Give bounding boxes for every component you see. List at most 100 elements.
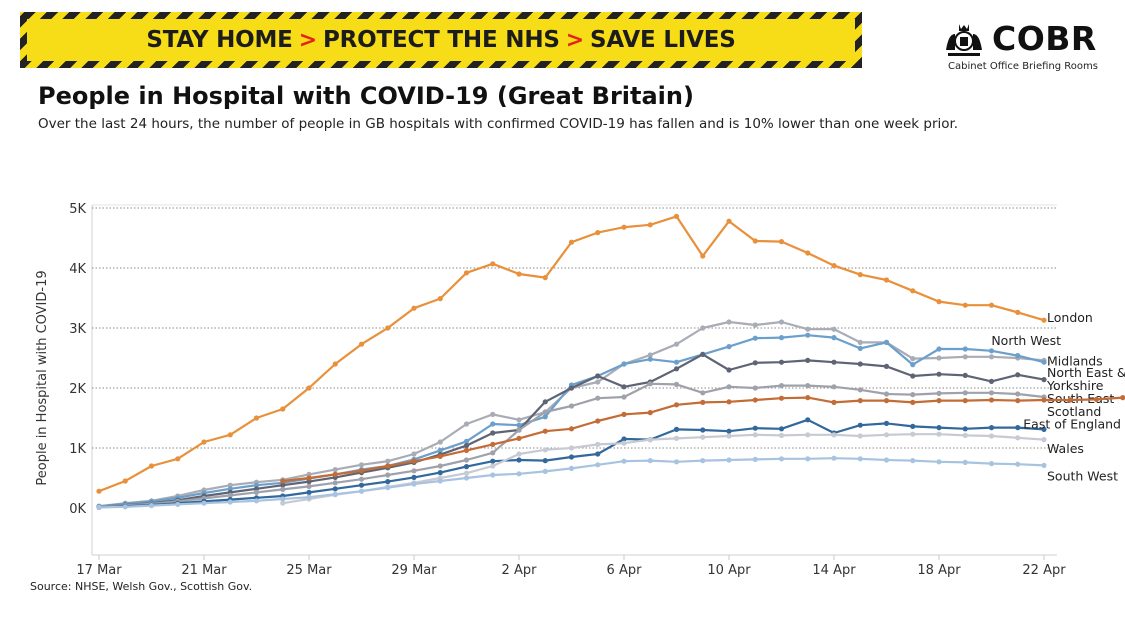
data-point-north-east-yorkshire (962, 372, 968, 378)
data-point-midlands (726, 344, 732, 350)
data-point-midlands (673, 359, 680, 365)
data-point-wales (831, 432, 837, 438)
data-point-north-west (805, 326, 811, 332)
data-point-london (1041, 317, 1047, 323)
data-point-east-of-england (568, 454, 575, 460)
data-point-south-east (988, 390, 995, 396)
data-point-east-of-england (1041, 426, 1047, 432)
data-point-wales (1041, 437, 1047, 443)
x-tick-label: 10 Apr (707, 563, 751, 578)
data-point-south-west (437, 478, 443, 484)
data-point-wales (910, 431, 916, 437)
data-point-scotland (280, 478, 286, 484)
data-point-south-west (805, 456, 811, 462)
data-point-south-east (306, 483, 312, 489)
data-point-midlands (962, 346, 968, 352)
data-point-london (148, 463, 155, 469)
data-point-scotland (857, 398, 863, 404)
data-point-scotland (883, 398, 890, 404)
data-point-london (358, 341, 365, 347)
data-point-north-east-yorkshire (752, 360, 758, 366)
data-point-midlands (227, 486, 233, 492)
data-point-london (910, 288, 916, 294)
data-point-london (778, 239, 785, 245)
data-point-south-east (516, 427, 522, 433)
data-point-south-west (883, 457, 890, 463)
data-point-south-west (148, 503, 155, 509)
data-point-midlands (831, 335, 837, 341)
series-label-north-west: North West (991, 333, 1061, 348)
y-tick-label: 5K (69, 202, 86, 217)
data-point-south-east (647, 381, 653, 387)
data-point-south-east (437, 463, 443, 469)
data-point-south-west (516, 471, 522, 477)
data-point-london (857, 272, 863, 278)
x-tick-label: 6 Apr (607, 563, 643, 578)
data-point-london (490, 261, 496, 267)
data-point-south-east (1015, 391, 1021, 397)
data-point-scotland (647, 410, 653, 416)
data-point-north-west (831, 326, 837, 332)
series-line-south-west (98, 457, 1045, 509)
y-tick-label: 1K (69, 442, 86, 457)
data-point-east-of-england (490, 458, 496, 464)
data-point-scotland (332, 471, 338, 477)
data-point-wales (568, 445, 575, 451)
data-point-south-west (490, 472, 496, 478)
data-point-midlands (253, 482, 260, 488)
data-point-scotland (805, 395, 811, 401)
data-point-east-of-england (936, 425, 942, 431)
data-point-midlands (1015, 353, 1021, 359)
x-tick-label: 18 Apr (917, 563, 961, 578)
data-point-south-west (568, 465, 575, 471)
data-point-north-west (988, 354, 995, 360)
data-point-east-of-england (542, 458, 548, 464)
data-point-north-west (910, 356, 916, 362)
data-point-north-east-yorkshire (726, 367, 732, 373)
series-line-midlands (98, 334, 1045, 508)
data-point-scotland (1067, 397, 1073, 403)
data-point-east-of-england (778, 426, 785, 432)
data-point-south-west (201, 500, 207, 506)
y-tick-label: 4K (69, 262, 86, 277)
data-point-north-east-yorkshire (621, 384, 627, 390)
data-point-wales (778, 432, 785, 438)
data-point-scotland (962, 398, 968, 404)
data-point-london (306, 385, 312, 391)
data-point-south-east (463, 457, 470, 463)
data-point-south-east (752, 385, 758, 391)
data-point-london (332, 361, 338, 367)
data-point-south-west (726, 457, 732, 463)
data-point-scotland (1041, 397, 1047, 403)
data-point-wales (490, 463, 496, 469)
data-point-south-west (595, 462, 601, 468)
data-point-south-east (411, 468, 417, 474)
chart-subtitle: Over the last 24 hours, the number of pe… (38, 116, 959, 132)
data-point-north-west (385, 458, 391, 464)
series-label-east-of-england: East of England (1023, 416, 1121, 431)
data-point-east-of-england (910, 423, 916, 429)
data-point-south-east (700, 390, 706, 396)
data-point-scotland (542, 428, 548, 434)
data-point-north-east-yorkshire (253, 486, 260, 492)
data-point-south-west (463, 475, 470, 481)
banner-text-save-lives: SAVE LIVES (590, 27, 736, 53)
data-point-london (437, 296, 443, 302)
data-point-midlands (1041, 359, 1047, 365)
data-point-north-west (700, 325, 706, 331)
data-point-south-west (857, 456, 863, 462)
data-point-south-west (778, 456, 785, 462)
data-point-north-west (463, 421, 470, 427)
data-point-south-west (910, 458, 916, 464)
data-point-north-east-yorkshire (306, 479, 312, 485)
data-point-south-east (542, 409, 548, 415)
data-point-south-east (595, 395, 601, 401)
data-point-south-east (621, 394, 627, 400)
data-point-north-west (358, 462, 365, 468)
data-point-midlands (463, 438, 470, 444)
banner-separator-1: > (298, 27, 317, 53)
data-point-wales (805, 432, 811, 438)
data-point-scotland (306, 475, 312, 481)
data-point-london (175, 456, 181, 462)
